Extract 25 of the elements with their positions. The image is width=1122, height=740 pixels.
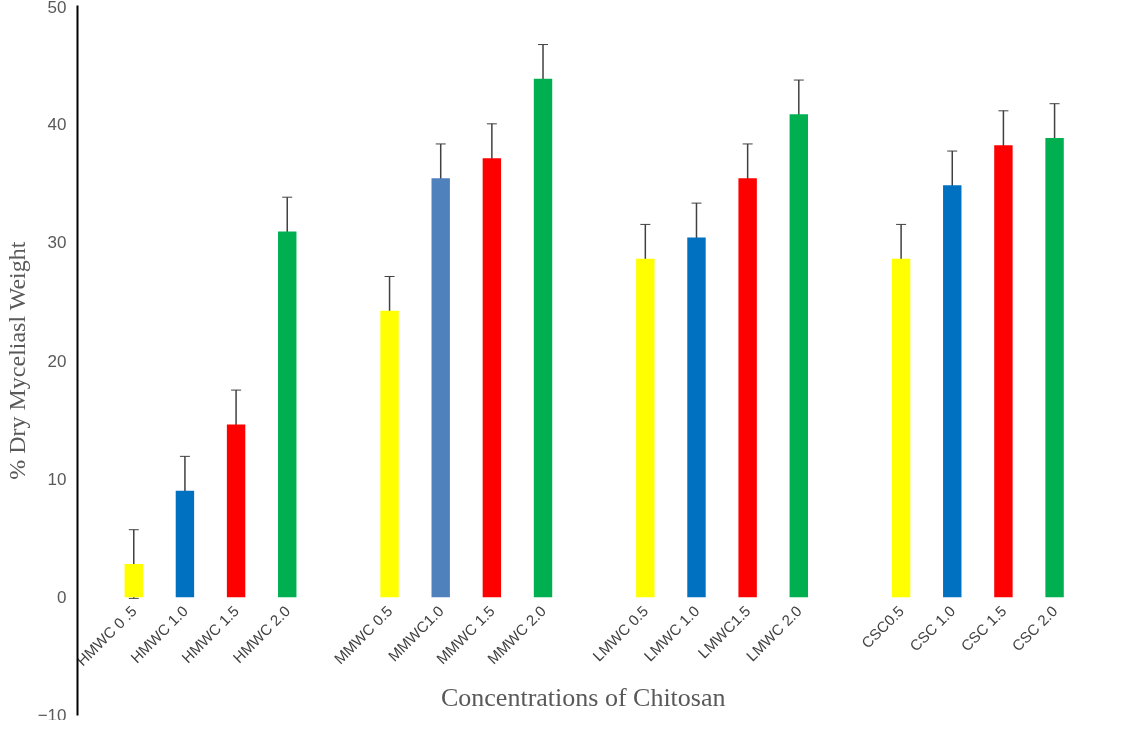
bar [533,78,553,598]
bar [431,178,450,598]
bar [789,114,808,598]
y-tick-label: 50 [47,0,67,17]
bar [943,185,962,598]
y-axis-title: % Dry Myceliasl Weight [3,241,30,480]
x-axis-title: Concentrations of Chitosan [440,683,726,713]
y-tick-label: 40 [47,114,67,134]
y-tick-label: 0 [57,588,67,608]
y-tick-label: −10 [37,705,67,725]
bar [482,158,502,598]
bar [687,237,706,598]
bar [891,258,911,598]
bar [738,178,757,598]
bar [124,564,143,598]
bar [380,310,399,598]
bar [994,145,1013,598]
y-tick-label: 20 [47,351,67,371]
bar [226,424,246,598]
bar [175,490,195,598]
bar [1045,138,1064,598]
bar [636,258,655,598]
y-tick-label: 30 [47,233,67,253]
y-tick-label: 10 [47,469,67,489]
bar [278,231,297,598]
